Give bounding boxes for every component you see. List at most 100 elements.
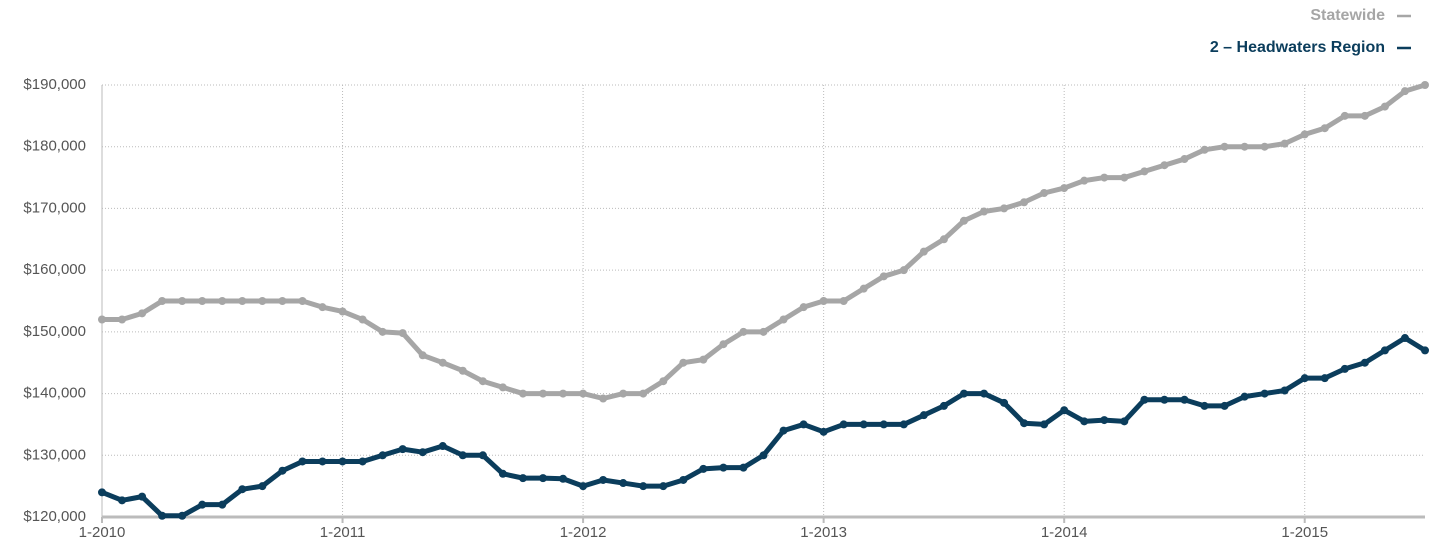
point bbox=[1280, 139, 1289, 148]
point bbox=[198, 297, 207, 305]
point bbox=[118, 315, 127, 324]
point bbox=[579, 389, 588, 398]
point bbox=[1160, 161, 1169, 170]
point bbox=[398, 329, 407, 338]
point bbox=[579, 482, 588, 491]
point bbox=[779, 426, 788, 435]
point bbox=[1200, 401, 1209, 410]
point bbox=[759, 327, 768, 336]
point bbox=[98, 488, 106, 497]
point bbox=[1000, 398, 1009, 407]
point bbox=[198, 500, 207, 509]
point bbox=[1380, 346, 1389, 355]
point bbox=[879, 420, 888, 429]
point bbox=[980, 207, 988, 216]
point bbox=[318, 303, 327, 312]
point bbox=[1240, 142, 1249, 151]
x-tick-label: 1-2011 bbox=[320, 524, 366, 541]
point bbox=[1080, 176, 1089, 185]
point bbox=[599, 394, 608, 403]
point bbox=[919, 411, 928, 420]
point bbox=[1180, 155, 1189, 164]
point bbox=[418, 351, 427, 360]
point bbox=[378, 451, 387, 460]
point bbox=[1220, 142, 1229, 151]
series-line bbox=[102, 82, 1426, 402]
y-tick-label: $160,000 bbox=[23, 261, 86, 278]
point bbox=[939, 235, 948, 244]
point bbox=[659, 377, 668, 386]
point bbox=[1000, 204, 1009, 213]
point bbox=[839, 420, 848, 429]
point bbox=[1100, 416, 1109, 425]
point bbox=[438, 358, 447, 367]
point bbox=[278, 297, 287, 305]
y-tick-label: $120,000 bbox=[23, 508, 86, 525]
x-tick-label: 1-2012 bbox=[560, 524, 607, 541]
point bbox=[919, 247, 928, 256]
point bbox=[639, 389, 648, 398]
point bbox=[478, 451, 487, 460]
point bbox=[518, 389, 527, 398]
point bbox=[1380, 102, 1389, 111]
point bbox=[1400, 87, 1409, 96]
point bbox=[1040, 420, 1049, 429]
point bbox=[1260, 389, 1269, 398]
point bbox=[1180, 395, 1189, 404]
x-tick-label: 1-2014 bbox=[1041, 524, 1088, 541]
x-tick-label: 1-2015 bbox=[1281, 524, 1328, 541]
point bbox=[1040, 189, 1049, 197]
point bbox=[1360, 111, 1369, 120]
point bbox=[699, 464, 708, 473]
point bbox=[218, 500, 227, 509]
legend-label: 2 – Headwaters Region bbox=[1210, 39, 1385, 56]
point bbox=[739, 463, 748, 472]
point bbox=[1300, 374, 1309, 383]
point bbox=[980, 389, 988, 398]
point bbox=[1320, 374, 1329, 383]
point bbox=[298, 297, 307, 305]
y-tick-label: $180,000 bbox=[23, 138, 86, 155]
point bbox=[959, 389, 968, 398]
x-tick-label: 1-2010 bbox=[79, 524, 126, 541]
point bbox=[298, 457, 307, 466]
point bbox=[679, 475, 688, 484]
point bbox=[238, 485, 247, 494]
point bbox=[1240, 392, 1249, 401]
x-tick-label: 1-2013 bbox=[800, 524, 847, 541]
point bbox=[539, 389, 547, 398]
point bbox=[759, 451, 768, 460]
point bbox=[719, 340, 728, 349]
point bbox=[1120, 173, 1129, 182]
point bbox=[1060, 184, 1069, 193]
point bbox=[258, 482, 267, 491]
point bbox=[619, 389, 628, 398]
point bbox=[458, 366, 467, 375]
point bbox=[859, 284, 868, 293]
point bbox=[819, 427, 828, 436]
point bbox=[1080, 417, 1089, 426]
point bbox=[819, 297, 828, 305]
point bbox=[238, 297, 247, 305]
point bbox=[739, 327, 748, 336]
point bbox=[338, 307, 347, 316]
point bbox=[799, 420, 808, 429]
point bbox=[679, 358, 688, 367]
y-tick-label: $170,000 bbox=[23, 199, 86, 216]
point bbox=[498, 469, 507, 478]
point bbox=[599, 475, 608, 484]
point bbox=[278, 466, 287, 475]
y-tick-label: $130,000 bbox=[23, 446, 86, 463]
point bbox=[1020, 419, 1029, 428]
point bbox=[1340, 364, 1349, 373]
point bbox=[779, 315, 788, 324]
point bbox=[939, 401, 948, 410]
point bbox=[1140, 167, 1149, 176]
point bbox=[1340, 111, 1349, 120]
point bbox=[619, 479, 628, 488]
point bbox=[899, 266, 908, 275]
point bbox=[1220, 401, 1229, 410]
point bbox=[178, 511, 187, 520]
